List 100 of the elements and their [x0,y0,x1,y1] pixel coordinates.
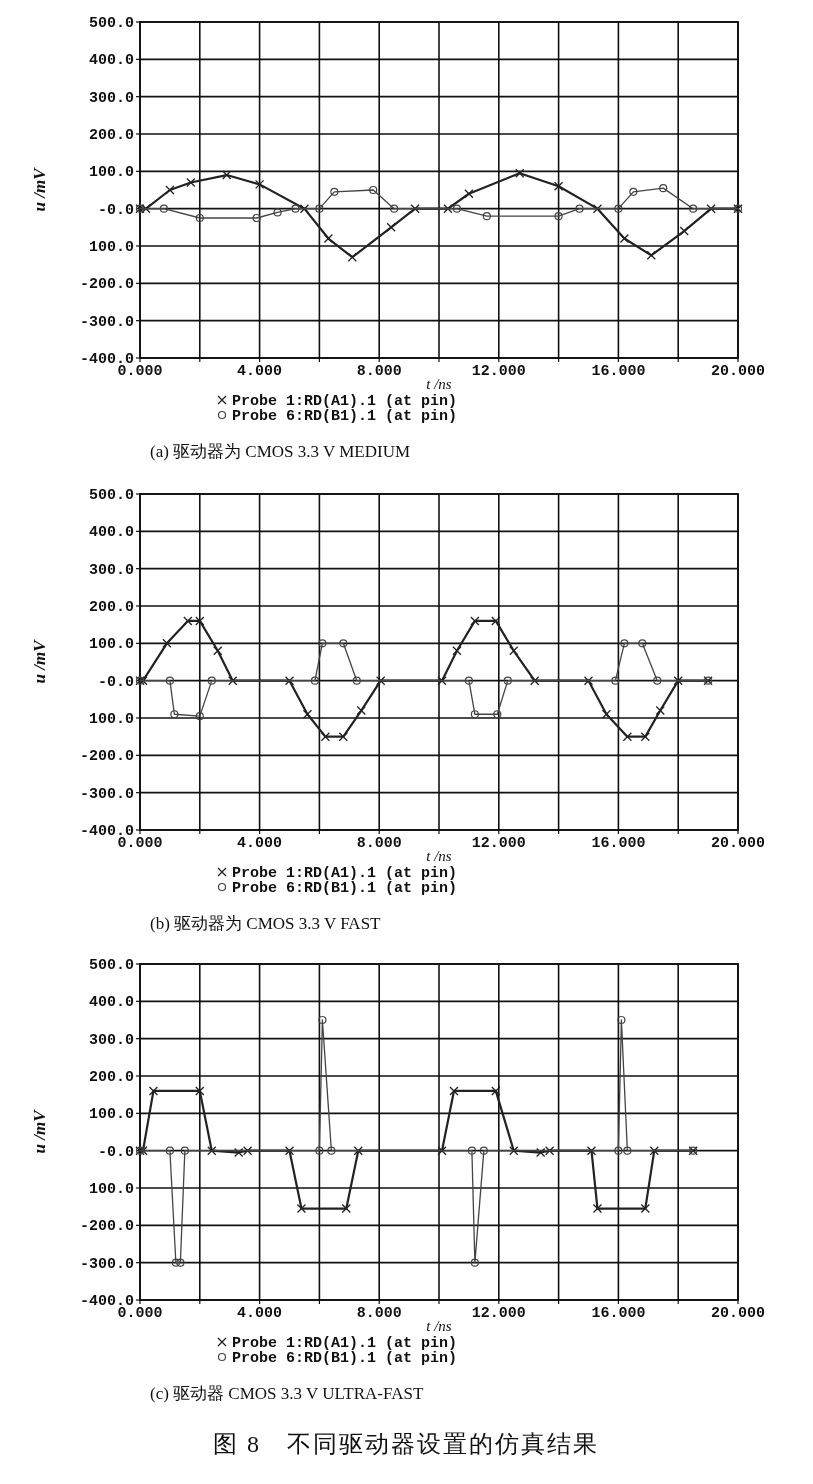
point [503,676,512,685]
point [302,709,313,719]
point [482,212,491,221]
point [640,732,650,742]
point [390,204,399,213]
point [338,732,348,742]
x-tick-label: 12.000 [471,835,526,852]
point [437,1146,447,1156]
point [207,676,216,685]
point [449,1086,459,1096]
y-tick-label: -300.0 [79,313,134,331]
point [452,204,462,213]
point [689,204,698,213]
point [509,1146,519,1156]
point [386,222,396,232]
point [254,179,265,190]
x-tick-label: 8.000 [356,835,402,852]
y-tick-label: -0.0 [97,201,134,219]
y-tick-label: 500.0 [88,15,134,32]
text: (a) 驱动器为 CMOS 3.3 V MEDIUM [150,442,411,461]
point [315,204,324,213]
legend-label: Probe 6:RD(B1).1 (at pin) [232,408,458,425]
point [653,676,662,685]
point [470,1258,479,1267]
text: (c) 驱动器 CMOS 3.3 V ULTRA-FAST [150,1384,424,1403]
point [165,676,174,685]
y-tick-label: 100.0 [88,636,134,654]
point [706,204,716,214]
point [369,185,378,195]
y-tick-label: 100.0 [88,1106,134,1124]
y-tick-label: 100.0 [88,711,134,728]
point [617,1015,626,1025]
point [318,639,327,648]
y-tick-label: -0.0 [97,1143,134,1161]
x-tick-label: 12.000 [471,1305,526,1322]
point [515,168,525,178]
point [347,252,357,262]
point [356,705,366,716]
point [553,181,564,191]
legend-label: Probe 1:RD(A1).1 (at pin) [232,393,458,410]
y-tick-label: 300.0 [88,1031,134,1049]
point [673,676,683,686]
x-tick-label: 16.000 [591,363,646,380]
point [330,187,339,196]
y-tick-label: -200.0 [79,1218,134,1236]
text: (b) 驱动器为 CMOS 3.3 V FAST [150,914,382,933]
point [467,1146,476,1155]
point [586,1146,597,1156]
point [554,212,563,221]
point [646,250,656,260]
y-tick-label: 400.0 [88,524,134,542]
y-tick-label: 300.0 [88,89,134,107]
y-tick-label: -0.0 [97,673,134,691]
point [638,639,647,648]
point [622,732,633,742]
x-axis-title: t /ns [426,1318,452,1334]
legend-label: Probe 6:RD(B1).1 (at pin) [232,1350,458,1367]
point [491,1086,501,1096]
x-tick-label: 8.000 [356,363,402,380]
point [310,676,320,685]
point [273,208,282,217]
x-tick-label: 20.000 [710,835,766,852]
y-tick-label: 100.0 [88,239,134,256]
point [464,676,473,685]
point [620,639,629,648]
x-tick-label: 12.000 [471,363,526,380]
point [320,732,331,742]
point [509,646,519,656]
y-tick-label: 300.0 [88,561,134,579]
y-tick-label: 200.0 [88,1069,134,1086]
point [410,204,420,214]
point [284,1146,295,1156]
x-axis-title: t /ns [426,376,452,392]
point [186,177,196,188]
x-tick-label: 20.000 [710,1305,766,1322]
y-tick-label: 500.0 [88,487,134,504]
y-tick-label: 100.0 [88,1181,134,1198]
point [470,710,479,719]
legend-label: Probe 1:RD(A1).1 (at pin) [232,865,458,882]
point [299,204,310,214]
y-tick-label: 400.0 [88,994,134,1012]
y-tick-label: 500.0 [88,957,134,974]
point [619,233,630,244]
point [583,676,594,686]
x-tick-label: 16.000 [591,1305,646,1322]
point [443,204,453,214]
point [629,187,638,196]
legend-label: Probe 6:RD(B1).1 (at pin) [232,880,458,897]
point [296,1203,307,1214]
point [195,616,205,626]
point [623,1146,632,1155]
point [213,646,223,656]
point [165,1146,174,1155]
y-tick-label: 200.0 [88,127,134,144]
point [437,676,447,686]
y-axis-title: u /mV [30,638,49,684]
point [148,1086,159,1096]
y-tick-label: -300.0 [79,1255,134,1273]
x-tick-label: 4.000 [237,363,283,380]
x-tick-label: 8.000 [356,1305,402,1322]
